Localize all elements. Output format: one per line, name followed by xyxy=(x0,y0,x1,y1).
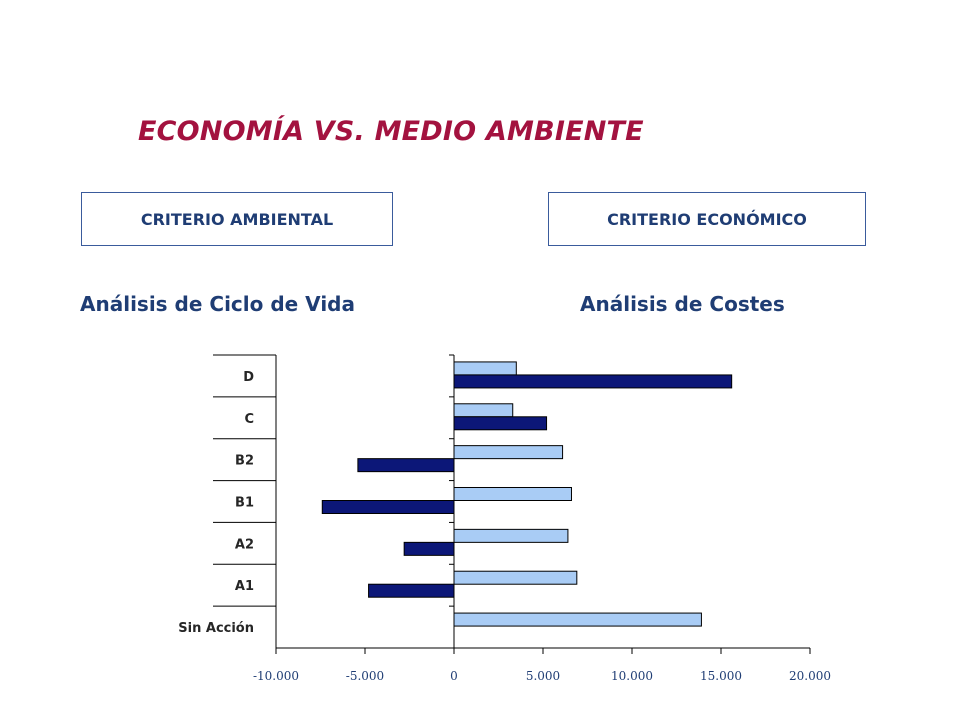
bar-light xyxy=(453,445,564,460)
value-tick-label: 15.000 xyxy=(700,669,742,683)
category-label: A2 xyxy=(235,537,254,552)
category-axis: D C B2 B1 A2 A1 Sin Acción xyxy=(178,354,277,648)
category-label: B2 xyxy=(235,454,254,469)
bar-dark xyxy=(453,416,548,431)
environmental-criterion-label: CRITERIO AMBIENTAL xyxy=(140,209,334,229)
category-label: C xyxy=(244,412,254,427)
value-tick-label: 20.000 xyxy=(789,669,831,683)
economic-criterion-label: CRITERIO ECONÓMICO xyxy=(607,209,807,229)
bars xyxy=(321,361,733,627)
category-label: Sin Acción xyxy=(178,621,254,636)
bar-light xyxy=(453,403,514,418)
bar-light xyxy=(453,487,572,501)
bar-dark xyxy=(403,541,455,556)
value-tick-label: 0 xyxy=(450,669,458,683)
category-label: B1 xyxy=(235,496,254,511)
economic-criterion-box: CRITERIO ECONÓMICO xyxy=(548,192,866,246)
bar-dark xyxy=(453,374,733,389)
value-tick-label: -5.000 xyxy=(346,669,384,683)
cost-analysis-heading: Análisis de Costes xyxy=(580,292,785,316)
bar-dark xyxy=(368,583,455,598)
bar-dark xyxy=(321,500,455,514)
value-tick-label: 10.000 xyxy=(611,669,653,683)
page-title: ECONOMÍA VS. MEDIO AMBIENTE xyxy=(138,116,644,147)
value-tick-label: 5.000 xyxy=(526,669,560,683)
bar-dark xyxy=(357,458,455,473)
environmental-criterion-box: CRITERIO AMBIENTAL xyxy=(81,192,393,246)
bar-light xyxy=(453,570,578,585)
life-cycle-analysis-heading: Análisis de Ciclo de Vida xyxy=(80,292,355,316)
value-tick-label: -10.000 xyxy=(253,669,299,683)
bar-light xyxy=(453,612,702,627)
value-axis: -10.000 -5.000 0 5.000 10.000 15.000 20.000 xyxy=(253,354,831,683)
bar-light xyxy=(453,361,517,376)
bar-light xyxy=(453,528,569,543)
category-label: A1 xyxy=(235,579,254,594)
category-label: D xyxy=(243,370,254,385)
